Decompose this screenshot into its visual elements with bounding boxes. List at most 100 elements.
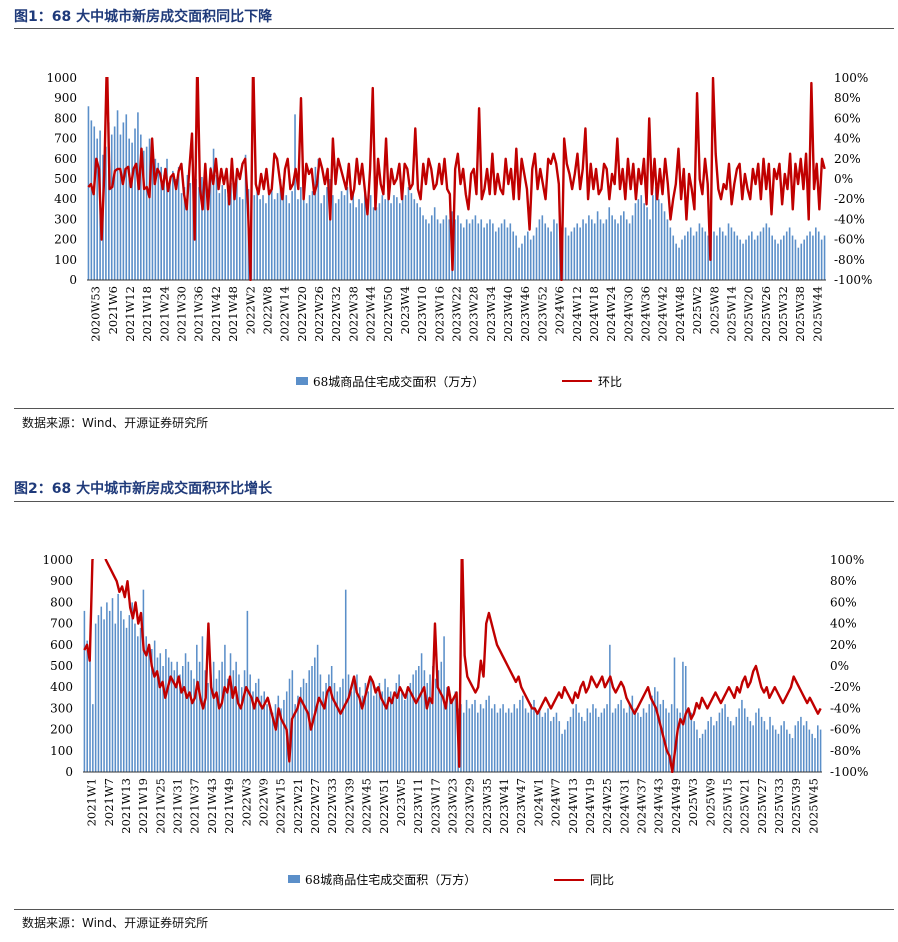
x-axis-tick-label: 2021W7 xyxy=(102,778,116,826)
bar xyxy=(695,231,698,280)
bar xyxy=(652,195,654,280)
bar xyxy=(718,712,721,772)
bar xyxy=(395,682,398,772)
bar xyxy=(344,589,347,772)
left-axis-tick-label: 600 xyxy=(54,152,77,166)
figure-1-bottom-rule xyxy=(14,408,894,409)
bar xyxy=(707,235,709,280)
bar xyxy=(156,657,159,772)
bar xyxy=(196,644,198,772)
bar xyxy=(558,721,561,772)
bar xyxy=(769,716,771,772)
bar xyxy=(567,235,570,280)
bar xyxy=(788,733,791,772)
bar xyxy=(334,203,337,280)
left-axis-tick-label: 100 xyxy=(50,744,73,758)
x-axis-tick-label: 2025W27 xyxy=(755,778,769,834)
bar xyxy=(474,699,476,772)
left-axis-tick-label: 1000 xyxy=(42,553,73,567)
bar xyxy=(269,708,271,772)
x-axis-tick-label: 2023W47 xyxy=(514,778,528,834)
bar xyxy=(471,704,473,772)
bar xyxy=(120,610,122,772)
bar xyxy=(177,166,180,280)
x-axis-tick-label: 2022W14 xyxy=(278,286,292,342)
bar xyxy=(657,199,660,280)
bar xyxy=(302,678,305,772)
x-axis-tick-label: 2023W16 xyxy=(432,286,446,342)
bar xyxy=(282,187,285,280)
bar xyxy=(512,231,515,280)
x-axis-tick-label: 2024W24 xyxy=(604,286,618,342)
bar xyxy=(766,729,768,772)
x-axis-tick-label: 2022W15 xyxy=(274,778,288,834)
bar xyxy=(742,243,744,280)
bar xyxy=(625,219,628,280)
bar xyxy=(679,712,681,772)
bar xyxy=(266,704,268,772)
bar xyxy=(423,670,426,772)
bar xyxy=(273,199,276,280)
x-axis-tick-label: 2024W30 xyxy=(621,286,635,342)
bar xyxy=(643,203,645,280)
x-axis-tick-label: 2022W38 xyxy=(346,286,360,342)
bar xyxy=(768,227,771,280)
x-axis-tick-label: 2024W12 xyxy=(570,286,584,342)
bar xyxy=(347,674,350,772)
x-axis-tick-label: 2021W24 xyxy=(157,286,171,342)
x-axis-tick-label: 2025W39 xyxy=(789,778,803,834)
x-axis-tick-label: 2025W8 xyxy=(707,286,721,334)
x-axis-tick-label: 2021W18 xyxy=(140,286,154,342)
bar xyxy=(401,691,403,772)
bar xyxy=(257,678,260,772)
x-axis-tick-label: 2024W7 xyxy=(549,778,563,826)
bar xyxy=(529,239,532,280)
left-axis-tick-label: 0 xyxy=(65,765,73,779)
bar xyxy=(204,183,206,280)
bar xyxy=(586,708,589,772)
bar xyxy=(294,704,296,772)
bar xyxy=(381,195,384,280)
right-axis-tick-label: -80% xyxy=(834,253,865,267)
bar xyxy=(704,231,707,280)
bar xyxy=(721,231,724,280)
bar xyxy=(280,708,282,772)
bar xyxy=(323,195,325,280)
x-axis-tick-label: 2025W26 xyxy=(759,286,773,342)
x-axis-tick-label: 2023W5 xyxy=(394,778,408,826)
bar xyxy=(699,738,701,772)
bar xyxy=(651,695,653,772)
bar xyxy=(207,682,209,772)
bar xyxy=(609,644,611,772)
x-axis-tick-label: 2024W36 xyxy=(639,286,653,342)
bar xyxy=(201,176,203,280)
figure-2-legend-bar-swatch xyxy=(288,875,300,883)
bar xyxy=(448,219,451,280)
bar xyxy=(713,725,715,772)
bar xyxy=(692,235,695,280)
bar xyxy=(181,666,184,772)
bar xyxy=(215,174,218,280)
bar xyxy=(428,223,430,280)
bar xyxy=(777,733,780,772)
bar xyxy=(174,179,177,280)
bar xyxy=(151,649,153,772)
bar xyxy=(184,653,187,772)
bar xyxy=(814,738,816,772)
bar xyxy=(352,191,355,280)
bar xyxy=(724,704,726,772)
x-axis-tick-label: 2024W48 xyxy=(673,286,687,342)
bar xyxy=(235,661,237,772)
bar xyxy=(462,712,465,772)
bar xyxy=(727,716,729,772)
bar xyxy=(218,670,221,772)
bar xyxy=(569,716,572,772)
bar xyxy=(113,126,116,280)
bar xyxy=(783,235,785,280)
bar xyxy=(797,247,800,280)
bar xyxy=(454,219,456,280)
bar xyxy=(277,695,280,772)
bar xyxy=(204,670,207,772)
bar xyxy=(190,670,192,772)
bar xyxy=(209,166,212,280)
